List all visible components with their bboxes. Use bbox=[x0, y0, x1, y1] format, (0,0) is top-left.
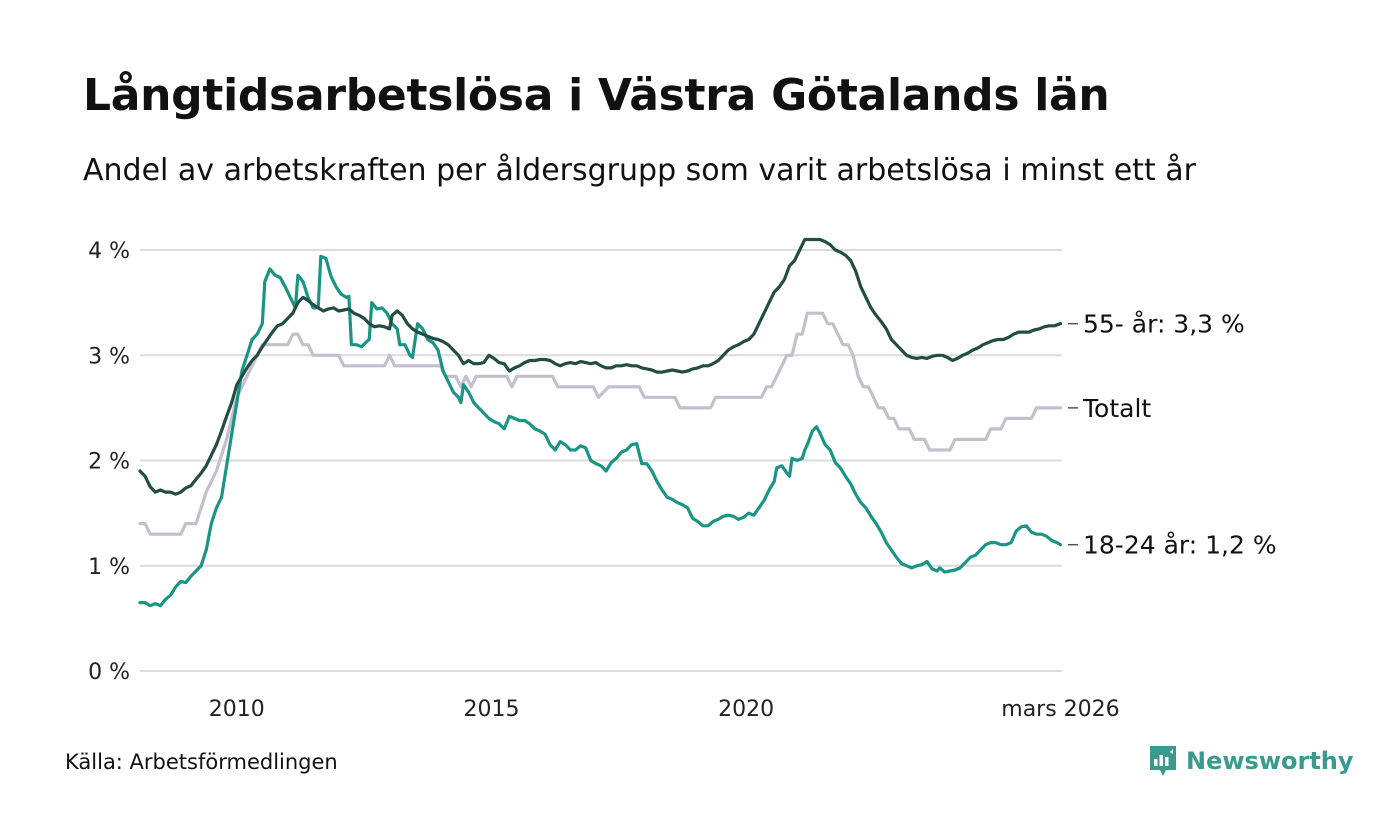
y-tick-label: 2 % bbox=[88, 450, 130, 475]
x-tick-label: 2015 bbox=[463, 697, 519, 722]
y-tick-label: 0 % bbox=[88, 660, 130, 685]
brand-name: Newsworthy bbox=[1186, 747, 1354, 775]
series-end-label: Totalt bbox=[1082, 394, 1151, 423]
chart-title: Långtidsarbetslösa i Västra Götalands lä… bbox=[83, 70, 1110, 121]
series-end-label: 18-24 år: 1,2 % bbox=[1083, 531, 1277, 560]
y-tick-label: 4 % bbox=[88, 239, 130, 264]
y-tick-label: 3 % bbox=[88, 344, 130, 369]
series-end-label: 55- år: 3,3 % bbox=[1083, 310, 1245, 339]
series-lines bbox=[138, 237, 1063, 608]
series-end-labels: Totalt 18-24 år: 1,2 % 55- år: 3,3 % bbox=[1068, 310, 1277, 560]
series-line-totalt bbox=[138, 311, 1063, 536]
x-tick-label: 2020 bbox=[718, 697, 774, 722]
grid-lines bbox=[140, 249, 1062, 672]
x-axis-labels: 2010 2015 2020 mars 2026 bbox=[209, 697, 1120, 722]
series-line-18-24-r bbox=[138, 254, 1063, 608]
chart-subtitle: Andel av arbetskraften per åldersgrupp s… bbox=[83, 153, 1196, 188]
source-note: Källa: Arbetsförmedlingen bbox=[65, 750, 338, 774]
newsworthy-icon bbox=[1150, 746, 1176, 776]
series-line-55-r bbox=[138, 237, 1063, 496]
y-tick-label: 1 % bbox=[88, 555, 130, 580]
brand-logo: Newsworthy bbox=[1148, 744, 1354, 778]
x-tick-label: 2010 bbox=[209, 697, 265, 722]
y-axis-labels: 0 % 1 % 2 % 3 % 4 % bbox=[88, 239, 130, 685]
x-tick-label: mars 2026 bbox=[1001, 697, 1119, 722]
